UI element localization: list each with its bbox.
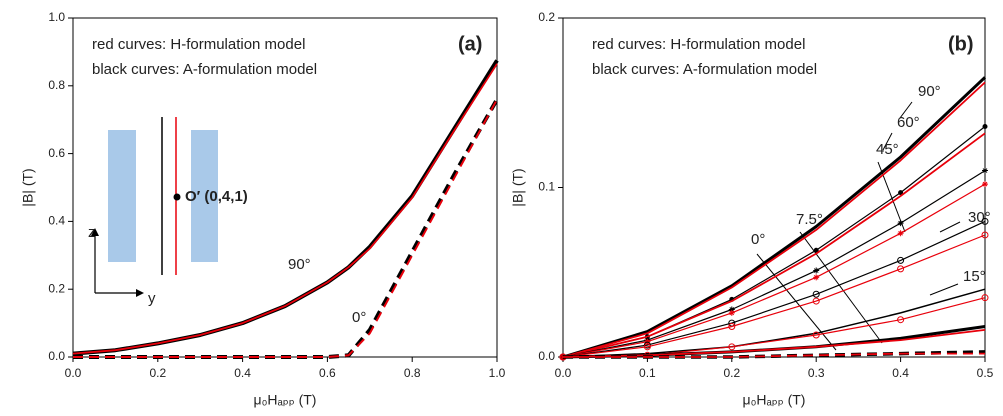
arrow [939,221,961,233]
y-tick-label: 0.0 [538,349,555,363]
marker [982,123,988,129]
y-tick-label: 0.4 [48,214,65,228]
series-line [73,98,498,358]
series-line [562,234,986,358]
arrow-heads [91,228,144,297]
y-axis-label: |B| (T) [20,168,36,206]
marker [813,267,820,274]
marker [812,331,820,339]
arrow [756,253,837,351]
annotation: 60° [897,114,920,131]
x-tick-label: 0.2 [149,366,166,380]
y-tick-label: 0.0 [48,349,65,363]
marker [643,343,651,351]
panel-label: (a) [458,33,482,55]
marker [897,230,904,237]
x-tick-label: 0.0 [555,366,572,380]
arrow [929,283,959,296]
conductor [108,130,136,262]
arrow [899,101,913,119]
x-axis-label: μ₀Hₐₚₚ (T) [743,392,806,408]
legend-text: black curves: A-formulation model [92,61,317,78]
annotation: 7.5° [796,211,823,228]
marker [982,181,988,188]
marker [982,167,988,174]
inset-schematic [91,117,218,297]
y-axis-label: |B| (T) [510,168,526,206]
annotation: 90° [918,83,941,100]
arrow [799,231,883,344]
marker [897,256,905,264]
annotation: z [88,224,96,241]
x-tick-label: 0.1 [639,366,656,380]
marker [981,217,989,225]
x-axis-label: μ₀Hₐₚₚ (T) [254,392,317,408]
marker [898,190,904,196]
legend-text: black curves: A-formulation model [592,61,817,78]
series-line [72,59,499,356]
series-line [562,81,986,358]
series-line [562,170,986,358]
series-line [73,98,499,359]
annotation: O′ (0,4,1) [185,188,248,205]
panel: 0.0 0.2 0.4 0.6 0.8 1.0 0.0 0.2 0.4 0.6 0.8 1.0 μ₀Hₐ… [20,10,506,408]
x-tick-label: 0.3 [808,366,825,380]
conductor [191,130,218,262]
marker [897,220,904,227]
x-tick-label: 0.6 [319,366,336,380]
x-tick-label: 0.8 [404,366,421,380]
arrow [882,132,893,151]
x-tick-label: 0.0 [65,366,82,380]
y-tick-label: 1.0 [48,10,65,24]
series-line [562,288,986,358]
marker [728,309,735,316]
series-line [562,76,987,359]
marker [981,294,989,302]
panel-label: (b) [948,33,974,55]
marker [728,343,736,351]
x-tick-label: 0.4 [234,366,251,380]
x-tick-label: 0.5 [977,366,994,380]
y-tick-label: 0.1 [538,180,555,194]
marker [897,316,905,324]
legend-text: red curves: H-formulation model [92,36,305,53]
marker [812,297,820,305]
annotation: 15° [963,268,986,285]
x-tick-label: 0.2 [723,366,740,380]
series-line [562,132,986,358]
marker [813,274,820,281]
annotation: 90° [288,256,311,273]
series-line [562,126,986,358]
point [173,193,181,201]
marker [812,290,820,298]
marker [728,322,736,330]
legend-text: red curves: H-formulation model [592,36,805,53]
panel-b-arrows [756,101,961,351]
marker [981,231,989,239]
series-line [562,220,986,358]
annotation: 0° [751,231,765,248]
y-tick-label: 0.8 [48,78,65,92]
annotation: y [148,290,156,307]
series-line [563,352,985,358]
marker [813,247,819,253]
y-tick-label: 0.2 [538,10,555,24]
x-tick-label: 0.4 [892,366,909,380]
annotation: 0° [352,309,366,326]
series-line [562,183,986,358]
marker [728,306,735,313]
marker [897,265,905,273]
series-line [72,63,498,355]
x-tick-label: 1.0 [489,366,506,380]
y-tick-label: 0.2 [48,281,65,295]
y-tick-label: 0.6 [48,146,65,160]
annotation: 45° [876,141,899,158]
